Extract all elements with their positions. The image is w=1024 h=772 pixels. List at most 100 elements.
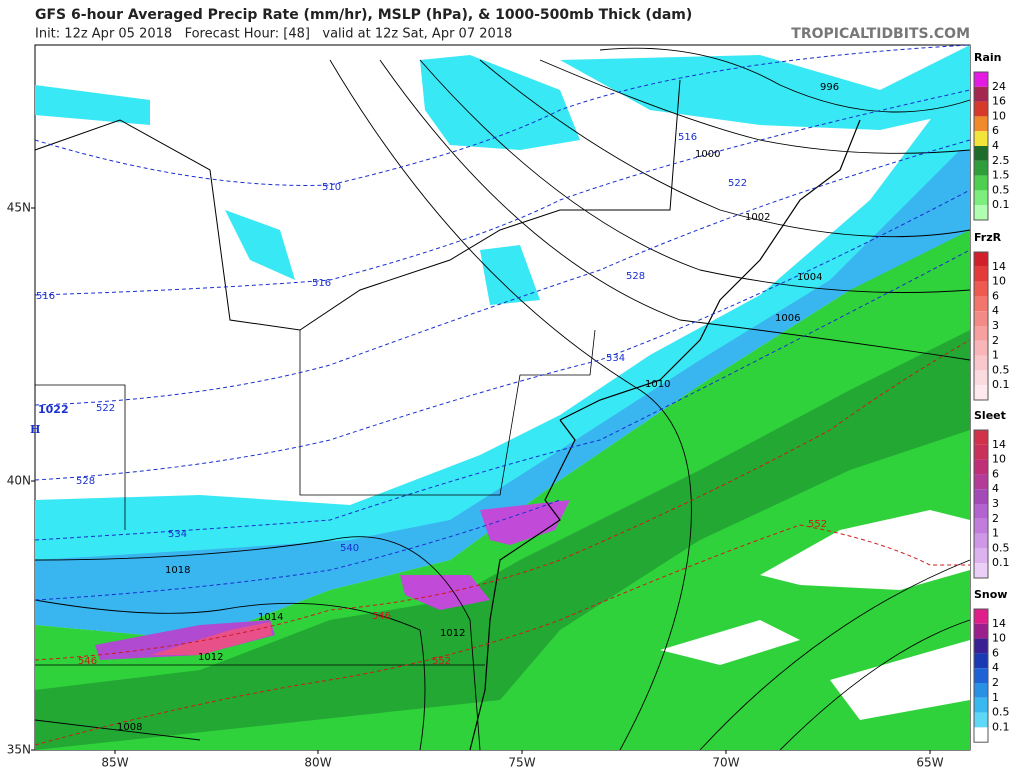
legend-label: 14 [992,260,1006,273]
legend-label: 4 [992,482,999,495]
legend-swatch [974,712,988,728]
legend-swatch [974,160,988,176]
legend-label: 2 [992,676,999,689]
legend-label: 4 [992,304,999,317]
title: GFS 6-hour Averaged Precip Rate (mm/hr),… [35,7,692,23]
legend-swatch [974,370,988,386]
legend-swatch [974,548,988,564]
isobar-label: 1002 [745,212,770,223]
legend-label: 0.1 [992,378,1010,391]
legend-label: 2.5 [992,154,1010,167]
legend-swatch [974,281,988,297]
legend-swatch [974,190,988,206]
legend-title: FrzR [974,231,1002,244]
legend-label: 0.5 [992,183,1010,196]
legend-swatch [974,653,988,669]
legend-label: 0.5 [992,363,1010,376]
isobar-label: 996 [820,82,839,93]
legend-swatch [974,266,988,282]
high-pressure-value: 1022 [38,403,69,416]
legend-swatch [974,609,988,624]
legend-swatch [974,533,988,549]
legend-swatch [974,101,988,117]
isobar-label: 1012 [198,652,223,663]
legend-label: 6 [992,124,999,137]
latitude-label: 40N [7,474,31,488]
longitude-label: 85W [101,756,128,770]
isobar-label: 1010 [645,379,670,390]
high-pressure-symbol: H [30,423,40,436]
legend-label: 0.1 [992,198,1010,211]
isobar-label: 1006 [775,313,800,324]
legend-label: 2 [992,334,999,347]
legends: Rain241610642.51.50.50.1FrzR1410643210.5… [973,51,1010,743]
thickness-labels: 510 516 516 516 522 522 528 528 534 534 … [36,132,827,667]
legend-label: 0.5 [992,541,1010,554]
legend-label: 10 [992,632,1006,645]
isobar-label: 1018 [165,565,190,576]
legend-swatch [974,623,988,639]
thickness-label: 534 [606,353,625,364]
legend-swatch [974,72,988,87]
thickness-label: 540 [340,543,359,554]
legend-title: Snow [974,588,1007,601]
legend-label: 16 [992,95,1006,108]
legend-swatch [974,146,988,161]
latitude-label: 45N [7,201,31,215]
legend-swatch [974,683,988,698]
thickness-label: 552 [432,656,451,667]
thickness-label: 516 [312,278,331,289]
legend-swatch [974,311,988,326]
legend-frame [973,608,989,743]
thickness-label: 534 [168,529,187,540]
isobar-labels: 996 1000 1002 1004 1006 1010 1018 1014 1… [117,82,839,733]
legend-frame [973,429,989,579]
legend-swatch [974,296,988,312]
thickness-label: 522 [96,403,115,414]
legend-label: 10 [992,453,1006,466]
thickness-label: 510 [322,182,341,193]
legend-label: 1 [992,527,999,540]
subtitle: Init: 12z Apr 05 2018 Forecast Hour: [48… [35,27,512,42]
isobar-label: 1012 [440,628,465,639]
legend-label: 14 [992,438,1006,451]
thickness-label: 522 [728,178,747,189]
legend-swatch [974,175,988,191]
isobar-label: 1014 [258,612,283,623]
legend-label: 4 [992,661,999,674]
legend-label: 1 [992,349,999,362]
legend-label: 14 [992,617,1006,630]
longitude-label: 65W [916,756,943,770]
thickness-label: 516 [678,132,697,143]
thickness-label: 546 [372,611,391,622]
longitude-label: 70W [712,756,739,770]
legend-label: 6 [992,467,999,480]
legend-label: 24 [992,80,1006,93]
isobar-label: 1008 [117,722,142,733]
legend-label: 0.1 [992,556,1010,569]
legend-title: Rain [974,51,1002,64]
legend-swatch [974,638,988,654]
isobar-label: 1000 [695,149,720,160]
site-credit: TROPICALTIDBITS.COM [791,26,970,42]
legend-label: 3 [992,319,999,332]
legend-label: 6 [992,289,999,302]
legend-frame [973,251,989,401]
isobar-label: 1004 [797,272,822,283]
legend-label: 1.5 [992,169,1010,182]
legend-swatch [974,459,988,475]
legend-swatch [974,697,988,713]
legend-swatch [974,563,988,578]
legend-label: 0.1 [992,720,1010,733]
legend-swatch [974,86,988,102]
legend-swatch [974,326,988,341]
legend-swatch [974,205,988,220]
legend-swatch [974,340,988,356]
legend-label: 1 [992,691,999,704]
map-area: 1022 H 996 1000 1002 1004 1006 1010 1018… [30,44,971,751]
legend-swatch [974,444,988,460]
thickness-label: 552 [808,519,827,530]
legend-label: 0.5 [992,706,1010,719]
legend-label: 10 [992,109,1006,122]
legend-swatch [974,668,988,683]
